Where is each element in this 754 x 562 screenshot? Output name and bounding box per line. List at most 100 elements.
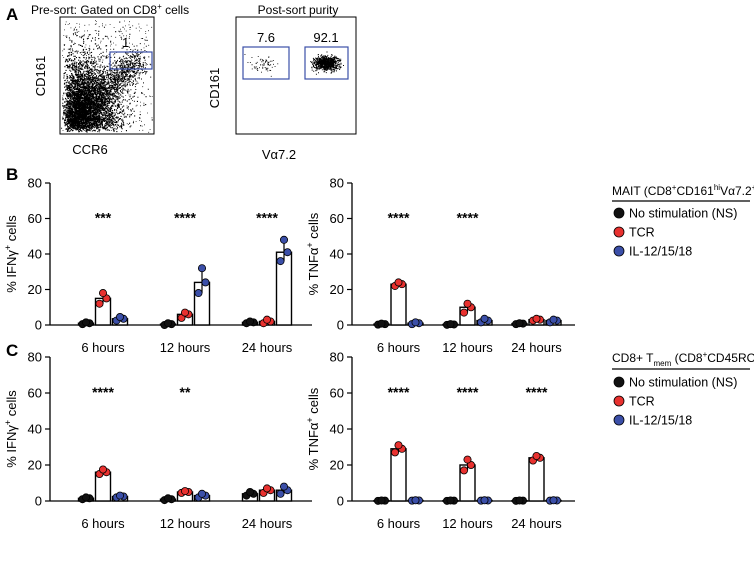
data-point [377,319,386,328]
data-point [463,299,472,308]
bar [390,448,407,502]
legend-label: IL-12/15/18 [629,245,692,259]
panel-letter-a: A [6,5,18,24]
x-category-label: 6 hours [377,516,421,531]
y-tick-label: 80 [330,350,344,365]
presort-gate-label: 1 [122,35,129,50]
data-point [194,289,203,298]
y-tick-label: 20 [330,458,344,473]
data-point [549,315,558,324]
y-tick-label: 20 [28,458,42,473]
y-tick-label: 40 [28,247,42,262]
presort-xlabel: CCR6 [72,142,107,157]
bar [528,457,545,502]
data-point [279,235,288,244]
data-point [394,441,403,450]
chart-b-ifng: 0 20 40 60 80 % IFNγ+ cells 6 hours *** 12 hours… [3,176,312,355]
data-point [532,451,541,460]
data-point [276,489,285,498]
y-tick-label: 0 [35,494,42,509]
data-point [411,318,420,327]
postsort-plot-frame [235,16,357,135]
data-point [394,278,403,287]
significance-mark: **** [457,210,479,226]
panel-letter-b: B [6,165,18,184]
legend-label: TCR [629,395,655,409]
data-point [276,257,285,266]
data-point [180,487,189,496]
chart-b-tnfa: 0 20 40 60 80 % TNFα+ cells 6 hours **** 12 hour… [305,176,575,355]
data-point [116,313,125,322]
data-point [201,278,210,287]
data-point [99,465,108,474]
x-category-label: 24 hours [511,516,562,531]
legend-label: TCR [629,226,655,240]
y-tick-label: 0 [337,494,344,509]
y-axis-label: % TNFα+ cells [305,387,321,470]
legend-swatch [613,226,625,238]
legend-b-items: No stimulation (NS) TCR IL-12/15/18 [613,207,737,259]
y-tick-label: 20 [28,282,42,297]
postsort-title: Post-sort purity [258,3,339,17]
data-point [163,494,172,503]
legend-swatch [613,395,625,407]
postsort-dotplot: Post-sort purity 7.6 92.1 Vα7.2 CD161 [207,3,357,162]
x-category-label: 12 hours [160,516,211,531]
y-tick-label: 80 [28,350,42,365]
data-point [480,496,489,505]
significance-mark: **** [388,384,410,400]
data-point [549,496,558,505]
significance-mark: **** [457,384,479,400]
x-category-label: 24 hours [242,340,293,355]
data-point [411,496,420,505]
postsort-gate-left-label: 7.6 [257,30,275,45]
data-point [82,318,91,327]
y-tick-label: 0 [337,318,344,333]
legend-swatch [613,207,625,219]
y-tick-label: 40 [330,422,344,437]
legend-label: No stimulation (NS) [629,207,737,221]
y-tick-label: 80 [330,176,344,191]
postsort-ylabel: CD161 [207,68,222,108]
x-category-label: 24 hours [511,340,562,355]
presort-events [61,20,153,133]
chart-c-tnfa: 0 20 40 60 80 % TNFα+ cells 6 hours **** 12 hour… [305,350,575,531]
data-point [283,248,292,257]
data-point [163,319,172,328]
significance-mark: *** [95,210,112,226]
data-point [515,319,524,328]
significance-mark: **** [92,384,114,400]
postsort-gate-right-label: 92.1 [313,30,338,45]
presort-dotplot: Pre-sort: Gated on CD8+ cells 1 CCR6 CD1… [31,2,189,157]
data-point [82,493,91,502]
data-point [116,491,125,500]
significance-mark: **** [526,384,548,400]
y-tick-label: 80 [28,176,42,191]
legend-swatch [613,376,625,388]
y-tick-label: 60 [330,386,344,401]
significance-mark: **** [256,210,278,226]
data-point [480,314,489,323]
data-point [463,455,472,464]
data-point [279,482,288,491]
x-category-label: 6 hours [81,340,125,355]
bar [390,283,407,326]
legend-c-items: No stimulation (NS) TCR IL-12/15/18 [613,376,737,428]
y-tick-label: 0 [35,318,42,333]
y-axis-label: % TNFα+ cells [305,212,321,295]
postsort-xlabel: Vα7.2 [262,147,296,162]
data-point [180,308,189,317]
y-tick-label: 20 [330,282,344,297]
data-point [446,320,455,329]
data-point [377,496,386,505]
x-category-label: 12 hours [442,516,493,531]
data-point [262,315,271,324]
y-tick-label: 40 [28,422,42,437]
x-category-label: 6 hours [377,340,421,355]
postsort-gate-right [304,46,349,80]
legend-label: No stimulation (NS) [629,376,737,390]
legend-b-title: MAIT (CD8+CD161hiVα7.2+) [612,183,754,198]
x-category-label: 12 hours [442,340,493,355]
legend-label: IL-12/15/18 [629,414,692,428]
data-point [459,466,468,475]
